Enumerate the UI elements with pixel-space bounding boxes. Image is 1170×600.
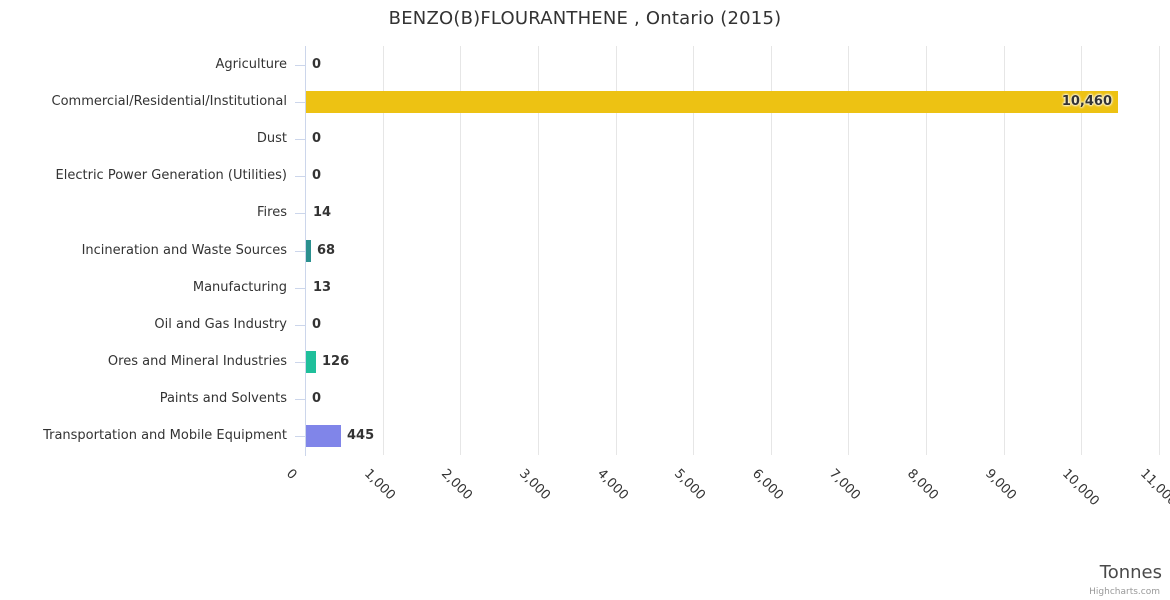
gridline <box>926 46 928 455</box>
gridline <box>1003 46 1005 455</box>
bar-value-label: 10,460 <box>1061 93 1112 109</box>
value-axis-tick-label: 4,000 <box>593 466 631 504</box>
category-tick-mark <box>295 138 305 140</box>
bar-transportation-and-mobile-equipment[interactable] <box>306 425 341 448</box>
value-axis-tick-label: 7,000 <box>826 466 864 504</box>
category-tick-mark <box>295 287 305 289</box>
value-axis-tick-label: 3,000 <box>516 466 553 504</box>
gridline <box>848 46 850 455</box>
category-label: Fires <box>257 205 287 221</box>
gridline <box>1159 46 1160 455</box>
category-tick-mark <box>295 64 305 66</box>
value-axis-tick-label: 2,000 <box>438 466 476 504</box>
category-axis-line <box>305 46 306 456</box>
value-axis-tick-label: 1,000 <box>360 466 398 504</box>
category-tick-mark <box>295 362 305 364</box>
bar-value-label: 13 <box>313 279 332 295</box>
gridline <box>693 46 695 455</box>
category-tick-mark <box>295 176 305 178</box>
category-label: Dust <box>256 130 287 146</box>
value-axis-tick-label: 10,000 <box>1059 466 1103 510</box>
category-label: Incineration and Waste Sources <box>81 242 287 258</box>
category-label: Transportation and Mobile Equipment <box>43 428 287 444</box>
category-tick-mark <box>295 324 305 326</box>
value-axis-title: Tonnes <box>1099 562 1162 583</box>
category-label: Electric Power Generation (Utilities) <box>55 168 287 184</box>
category-label: Paints and Solvents <box>159 391 287 407</box>
category-tick-mark <box>295 213 305 215</box>
value-axis-tick-label: 5,000 <box>671 466 709 504</box>
bar-value-label: 14 <box>313 205 332 221</box>
bar-incineration-and-waste-sources[interactable] <box>306 239 311 262</box>
gridline <box>460 46 462 455</box>
chart-title: BENZO(B)FLOURANTHENE , Ontario (2015) <box>388 8 782 29</box>
bar-value-label: 68 <box>317 242 336 258</box>
category-tick-mark <box>295 399 305 401</box>
value-axis-tick-label: 0 <box>283 466 300 483</box>
category-label: Ores and Mineral Industries <box>107 354 287 370</box>
bar-ores-and-mineral-industries[interactable] <box>306 351 316 374</box>
category-label: Agriculture <box>215 56 288 72</box>
category-label: Commercial/Residential/Institutional <box>51 93 288 109</box>
gridline <box>615 46 617 455</box>
bar-value-label: 0 <box>312 130 322 146</box>
gridline <box>770 46 772 455</box>
category-tick-mark <box>295 101 305 103</box>
highcharts-credit-link[interactable]: Highcharts.com <box>1089 587 1160 597</box>
bar-value-label: 0 <box>312 316 322 332</box>
category-label: Manufacturing <box>192 279 287 295</box>
bar-value-label: 0 <box>312 56 322 72</box>
value-axis-tick-label: 8,000 <box>904 466 942 504</box>
bar-value-label: 126 <box>322 354 350 370</box>
gridline <box>537 46 539 455</box>
category-label: Oil and Gas Industry <box>154 316 287 332</box>
bar-value-label: 445 <box>347 428 375 444</box>
category-tick-mark <box>295 250 305 252</box>
value-axis-tick-label: 11,000 <box>1137 466 1170 510</box>
category-tick-mark <box>295 436 305 438</box>
value-axis-tick-label: 9,000 <box>981 466 1019 504</box>
gridline <box>1081 46 1083 455</box>
bar-value-label: 0 <box>312 168 322 184</box>
gridline <box>382 46 384 455</box>
value-axis-tick-label: 6,000 <box>748 466 786 504</box>
bar-value-label: 0 <box>312 391 322 407</box>
bar-commercial-residential-institutional[interactable] <box>306 90 1118 113</box>
